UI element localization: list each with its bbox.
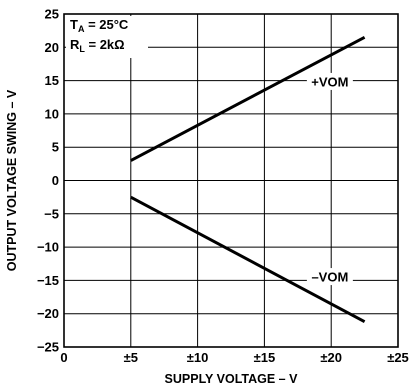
ambient-temperature-label: TA = 25°C (70, 17, 129, 34)
x-axis-label: SUPPLY VOLTAGE – V (165, 372, 299, 386)
test-conditions: TA = 25°C RL = 2kΩ (66, 16, 148, 58)
ta-subscript: A (78, 24, 85, 34)
ta-value: = 25°C (84, 17, 128, 32)
y-tick-label: −10 (37, 240, 59, 255)
y-tick-labels: 25 20 15 10 5 0 −5 −10 −15 −20 −25 (37, 7, 59, 355)
x-tick-labels: 0 ±5 ±10 ±15 ±20 ±25 (60, 350, 408, 365)
rl-symbol: R (70, 37, 80, 52)
rl-value: = 2kΩ (85, 37, 125, 52)
x-tick-label: ±15 (254, 350, 276, 365)
y-tick-label: −5 (44, 206, 59, 221)
series-label: +VOM (311, 74, 348, 89)
y-tick-label: 25 (45, 7, 59, 22)
y-tick-label: −15 (37, 273, 59, 288)
y-tick-label: 5 (52, 140, 59, 155)
y-tick-label: 20 (45, 40, 59, 55)
x-tick-label: ±20 (320, 350, 342, 365)
y-tick-label: −20 (37, 306, 59, 321)
x-tick-label: ±10 (187, 350, 209, 365)
grid (64, 14, 398, 347)
x-tick-label: 0 (60, 350, 67, 365)
y-tick-label: 15 (45, 73, 59, 88)
x-tick-label: ±25 (387, 350, 409, 365)
series-line-pos-vom (130, 35, 366, 162)
y-axis-label: OUTPUT VOLTAGE SWING – V (5, 89, 19, 271)
series-label-background (306, 72, 353, 90)
rl-subscript: L (79, 44, 85, 54)
ta-symbol: T (70, 17, 78, 32)
y-tick-label: 0 (52, 173, 59, 188)
series-labels: +VOM –VOM (306, 72, 353, 286)
y-tick-label: −25 (37, 340, 59, 355)
load-resistance-label: RL = 2kΩ (70, 37, 125, 54)
conditions-background (66, 16, 148, 58)
series-label-background (306, 268, 353, 286)
x-tick-label: ±5 (124, 350, 138, 365)
series-line-neg-vom (130, 195, 366, 324)
series-lines (130, 35, 366, 324)
series-label: –VOM (311, 270, 348, 285)
y-tick-label: 10 (45, 106, 59, 121)
plot-frame (63, 13, 399, 348)
